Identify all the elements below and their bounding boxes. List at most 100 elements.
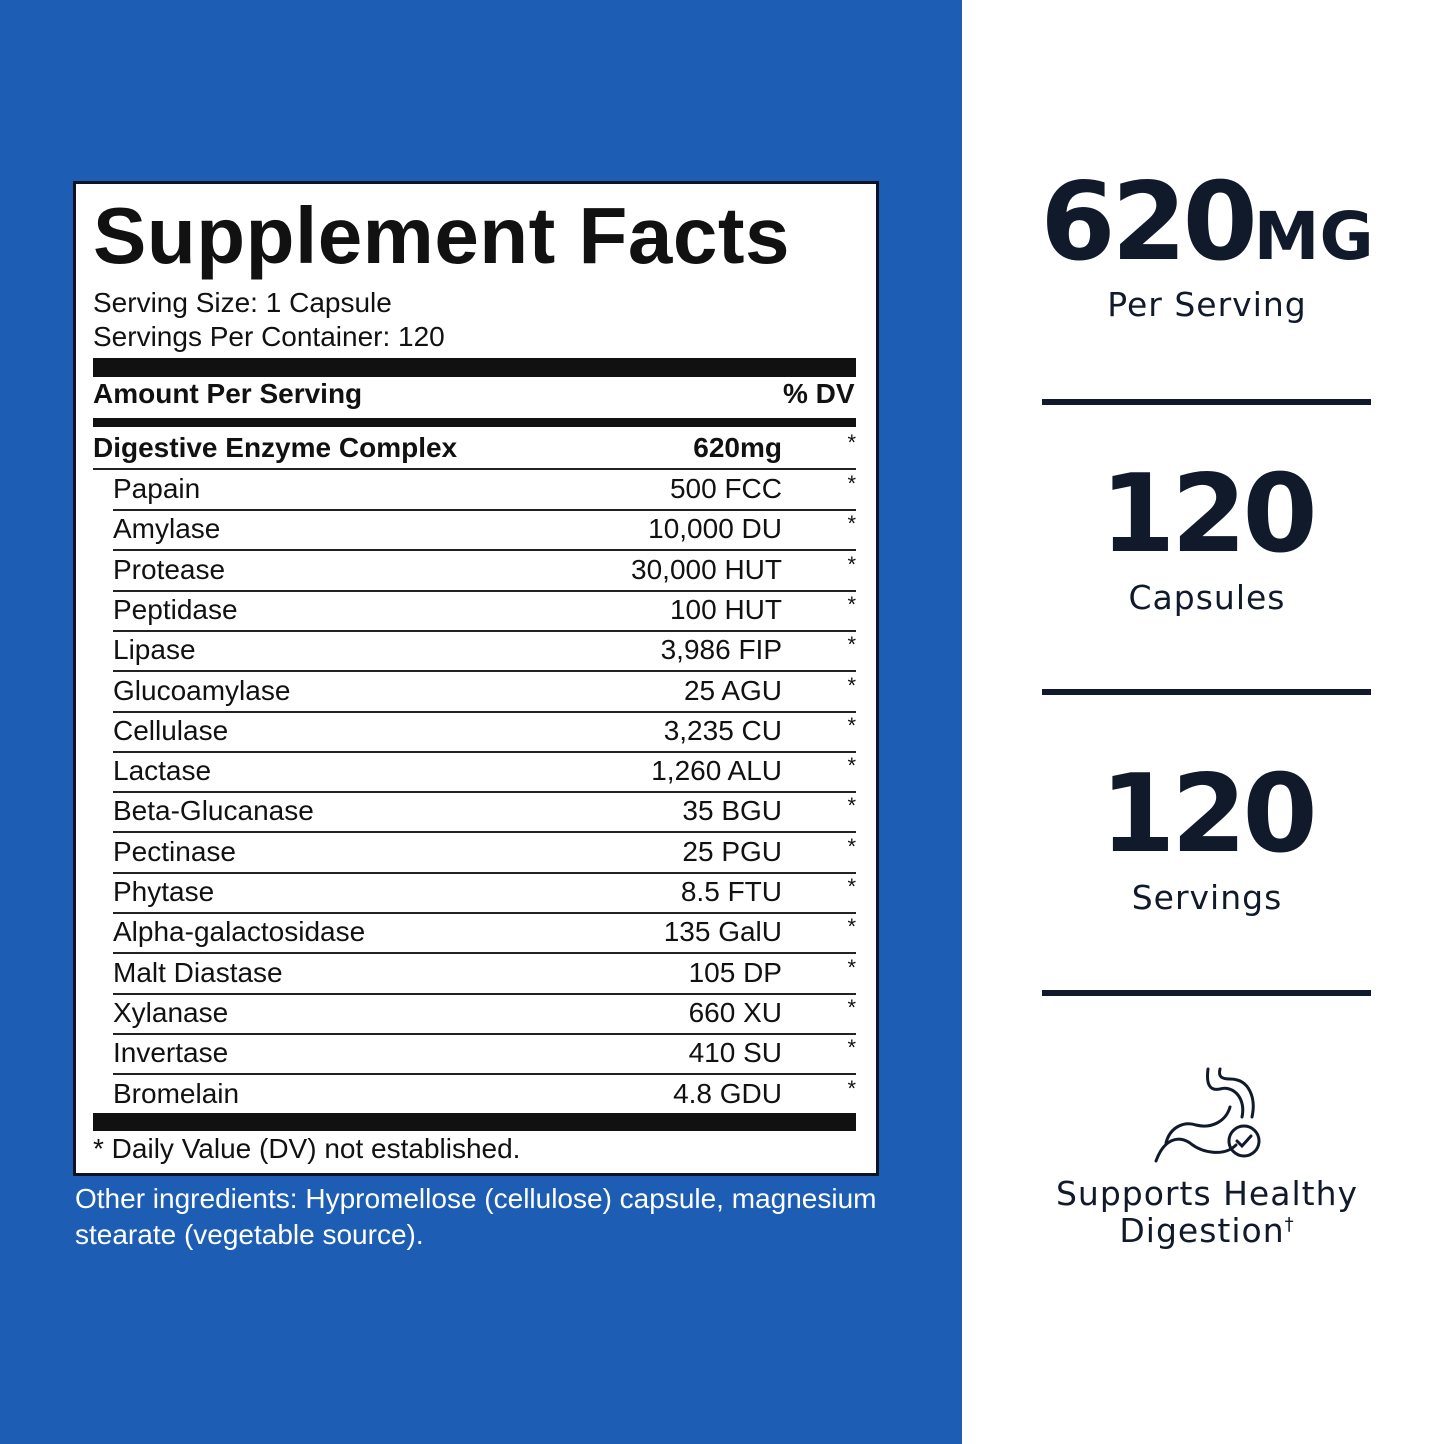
- row-separator: [113, 670, 856, 673]
- footnote: * Daily Value (DV) not established.: [93, 1133, 521, 1164]
- ingredient-name: Lactase: [113, 755, 212, 787]
- ingredient-amount: 1,260 ALU: [651, 755, 782, 787]
- row-separator: [113, 1032, 856, 1035]
- stat-value: 120: [1100, 752, 1317, 877]
- facts-title: Supplement Facts: [93, 191, 791, 280]
- ingredient-amount: 3,986 FIP: [660, 634, 782, 666]
- ingredient-amount: 35 BGU: [682, 795, 782, 827]
- ingredient-amount: 25 PGU: [682, 835, 782, 867]
- facts-row: Protease 30,000 HUT *: [93, 552, 856, 592]
- row-separator: [113, 992, 856, 995]
- facts-row: Phytase 8.5 FTU *: [93, 874, 856, 914]
- row-separator: [93, 468, 856, 470]
- facts-row: Lactase 1,260 ALU *: [93, 753, 856, 794]
- daily-value: *: [847, 591, 856, 617]
- stat-label: Servings: [1131, 878, 1283, 917]
- facts-row: Alpha-galactosidase 135 GalU *: [93, 914, 856, 955]
- benefit-line: Supports Healthy: [1055, 1174, 1359, 1213]
- facts-row: Invertase 410 SU *: [93, 1035, 856, 1076]
- row-separator: [113, 589, 856, 592]
- stat-unit: MG: [1253, 198, 1374, 275]
- daily-value: *: [847, 994, 856, 1020]
- row-separator: [113, 549, 856, 552]
- ingredient-name: Cellulase: [113, 714, 229, 746]
- facts-row: Peptidase 100 HUT *: [93, 592, 856, 632]
- daily-value: *: [847, 511, 856, 537]
- ingredient-name: Glucoamylase: [113, 674, 291, 706]
- facts-row: Glucoamylase 25 AGU *: [93, 673, 856, 713]
- ingredient-amount: 3,235 CU: [663, 714, 782, 746]
- ingredient-amount: 30,000 HUT: [631, 553, 782, 585]
- ingredient-name: Pectinase: [113, 835, 236, 867]
- daily-value: *: [847, 551, 856, 577]
- ingredient-amount: 8.5 FTU: [680, 876, 782, 907]
- row-separator: [113, 750, 856, 753]
- daily-value: *: [847, 833, 856, 859]
- ingredient-amount: 660 XU: [688, 996, 782, 1028]
- daily-value: *: [847, 632, 856, 658]
- row-separator: [113, 912, 856, 914]
- ingredient-amount: 105 DP: [688, 956, 782, 988]
- row-separator: [113, 831, 856, 834]
- facts-row: Pectinase 25 PGU *: [93, 834, 856, 874]
- ingredient-amount: 100 HUT: [669, 593, 782, 625]
- divider: [1042, 399, 1371, 405]
- header-left: Amount Per Serving: [93, 378, 363, 409]
- facts-row: Beta-Glucanase 35 BGU *: [93, 793, 856, 834]
- facts-row: Bromelain 4.8 GDU *: [93, 1076, 856, 1116]
- daily-value: *: [847, 1075, 856, 1101]
- stomach-icon: [1154, 1067, 1261, 1163]
- ingredient-amount: 4.8 GDU: [673, 1077, 782, 1109]
- daily-value: *: [847, 954, 856, 980]
- ingredient-name: Lipase: [113, 634, 196, 666]
- facts-row: Papain 500 FCC *: [93, 471, 856, 511]
- header-right: % DV: [783, 378, 855, 409]
- row-separator: [113, 791, 856, 794]
- facts-row: Amylase 10,000 DU *: [93, 511, 856, 552]
- stat-value: 120: [1100, 452, 1317, 577]
- ingredient-name: Bromelain: [113, 1077, 240, 1109]
- benefit-text: Digestion: [1119, 1211, 1285, 1250]
- daily-value: *: [847, 1035, 856, 1061]
- servings-per-container: Servings Per Container: 120: [93, 321, 445, 352]
- medium-bar: [93, 418, 856, 427]
- ingredient-name: Malt Diastase: [113, 956, 283, 988]
- stat-label: Per Serving: [1107, 285, 1307, 324]
- ingredient-amount: 500 FCC: [669, 473, 782, 504]
- facts-row: Digestive Enzyme Complex 620mg *: [93, 430, 856, 470]
- divider: [1042, 990, 1371, 996]
- daily-value: *: [847, 430, 856, 455]
- daily-value: *: [847, 753, 856, 779]
- dagger: †: [1284, 1214, 1295, 1235]
- daily-value: *: [847, 874, 856, 899]
- thick-bar: [93, 1113, 856, 1131]
- ingredient-name: Phytase: [113, 876, 215, 907]
- row-separator: [113, 629, 856, 632]
- ingredient-name: Xylanase: [113, 996, 229, 1028]
- ingredient-name: Amylase: [113, 513, 221, 545]
- stat-label: Capsules: [1128, 578, 1286, 617]
- divider: [1042, 689, 1371, 695]
- ingredient-amount: 135 GalU: [663, 916, 782, 948]
- ingredient-amount: 410 SU: [688, 1037, 782, 1069]
- ingredient-name: Papain: [113, 473, 201, 504]
- row-separator: [113, 710, 856, 713]
- facts-box: [73, 181, 879, 1176]
- row-separator: [113, 1073, 856, 1076]
- daily-value: *: [847, 914, 856, 940]
- facts-row: Malt Diastase 105 DP *: [93, 955, 856, 995]
- other-ingredients: stearate (vegetable source).: [75, 1219, 424, 1250]
- row-separator: [113, 871, 856, 874]
- stat-value: 620MG: [962, 160, 1445, 285]
- facts-row: Xylanase 660 XU *: [93, 995, 856, 1035]
- daily-value: *: [847, 471, 856, 496]
- ingredient-amount: 25 AGU: [683, 674, 782, 706]
- ingredient-name: Beta-Glucanase: [113, 795, 314, 827]
- ingredient-name: Alpha-galactosidase: [113, 916, 366, 948]
- ingredient-name: Peptidase: [113, 593, 238, 625]
- ingredient-amount: 10,000 DU: [648, 513, 782, 545]
- row-separator: [113, 509, 856, 511]
- ingredient-name: Invertase: [113, 1037, 229, 1069]
- serving-size: Serving Size: 1 Capsule: [93, 287, 392, 318]
